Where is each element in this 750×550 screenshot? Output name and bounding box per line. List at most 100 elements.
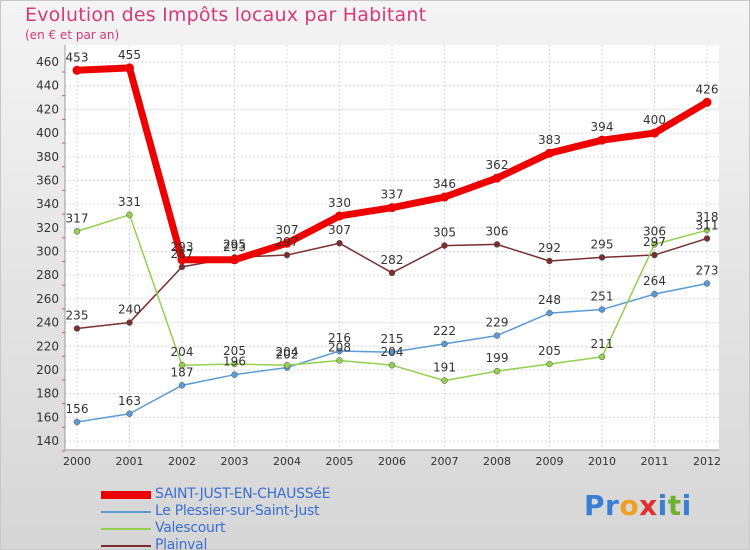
data-label: 264 <box>643 274 666 288</box>
data-point <box>178 263 186 271</box>
data-point <box>283 251 291 259</box>
y-tick-label: 140 <box>36 434 59 448</box>
data-label: 297 <box>643 235 666 249</box>
data-label: 205 <box>538 344 561 358</box>
data-point <box>598 254 606 261</box>
y-tick-label: 280 <box>36 268 59 282</box>
data-point <box>230 255 239 265</box>
logo-letter: r <box>605 489 620 522</box>
y-tick-label: 320 <box>36 221 59 235</box>
data-point <box>651 251 658 259</box>
x-tick-label: 2012 <box>693 455 721 468</box>
data-label: 204 <box>381 345 404 359</box>
y-tick-label: 240 <box>36 316 59 330</box>
data-label: 163 <box>118 394 141 408</box>
data-label: 307 <box>276 223 299 237</box>
x-tick-label: 2003 <box>221 455 249 468</box>
data-label: 229 <box>486 316 509 330</box>
data-label: 251 <box>591 290 614 304</box>
data-point <box>73 418 81 426</box>
logo-letter: o <box>619 489 640 522</box>
data-point <box>335 211 344 221</box>
data-point <box>336 357 343 364</box>
data-label: 337 <box>381 188 404 202</box>
data-point <box>493 332 501 339</box>
data-label: 216 <box>328 331 351 345</box>
chart-title: Evolution des Impôts locaux par Habitant <box>25 4 427 26</box>
data-point <box>703 226 711 234</box>
data-point <box>545 148 554 158</box>
legend-label: Le Plessier-sur-Saint-Just <box>155 503 320 519</box>
data-point <box>651 290 658 298</box>
chart-subtitle: (en € et par an) <box>25 28 120 42</box>
legend-label: Plainval <box>155 537 208 550</box>
data-point <box>336 239 343 247</box>
data-label: 282 <box>381 253 404 267</box>
y-tick-label: 300 <box>36 245 59 259</box>
data-label: 292 <box>538 241 561 255</box>
data-label: 362 <box>486 158 509 172</box>
x-tick-label: 2000 <box>63 455 91 468</box>
data-label: 330 <box>328 196 351 210</box>
data-point <box>441 340 448 348</box>
data-label: 383 <box>538 133 561 147</box>
data-label: 293 <box>171 240 194 254</box>
y-tick-label: 440 <box>36 79 59 93</box>
x-tick-label: 2007 <box>431 455 459 468</box>
logo-letter: P <box>584 489 606 522</box>
data-point <box>126 211 133 219</box>
data-point <box>126 319 133 326</box>
x-tick-label: 2010 <box>588 455 616 468</box>
data-point <box>126 410 133 418</box>
data-point <box>178 382 186 389</box>
data-point <box>546 257 553 265</box>
data-point <box>598 353 606 361</box>
data-label: 199 <box>486 351 509 365</box>
data-label: 215 <box>381 332 404 346</box>
logo-letter: i <box>657 489 668 522</box>
y-tick-label: 340 <box>36 197 59 211</box>
data-label: 453 <box>66 50 89 64</box>
proxiti-logo: Proxiti <box>584 489 692 522</box>
data-point <box>493 241 501 248</box>
legend-swatch <box>101 491 151 499</box>
data-point <box>388 269 396 277</box>
y-tick-label: 360 <box>36 173 59 187</box>
data-point <box>73 228 81 235</box>
data-label: 331 <box>118 195 141 209</box>
data-label: 394 <box>591 120 614 134</box>
data-point <box>703 280 711 287</box>
logo-letter: t <box>667 489 682 522</box>
data-point <box>441 377 448 384</box>
data-label: 297 <box>276 235 299 249</box>
data-point <box>492 173 502 183</box>
data-point <box>597 135 607 145</box>
data-label: 248 <box>538 293 561 307</box>
data-point <box>388 348 396 356</box>
data-point <box>388 361 396 369</box>
y-tick-label: 400 <box>36 126 59 140</box>
data-point <box>703 235 711 242</box>
x-tick-label: 2004 <box>273 455 301 468</box>
data-label: 306 <box>643 224 666 238</box>
x-tick-label: 2011 <box>641 455 669 468</box>
data-label: 293 <box>223 240 246 254</box>
data-point <box>72 65 82 75</box>
data-label: 204 <box>171 345 194 359</box>
x-tick-label: 2008 <box>483 455 511 468</box>
data-label: 426 <box>696 82 719 96</box>
y-tick-label: 200 <box>36 363 59 377</box>
data-label: 235 <box>66 308 89 322</box>
data-label: 346 <box>433 177 456 191</box>
x-tick-label: 2006 <box>378 455 406 468</box>
data-label: 318 <box>696 210 719 224</box>
logo-letter: i <box>681 489 692 522</box>
y-tick-label: 160 <box>36 410 59 424</box>
data-label: 191 <box>433 361 456 375</box>
data-label: 273 <box>696 263 719 277</box>
data-label: 211 <box>591 337 614 351</box>
y-tick-label: 380 <box>36 150 59 164</box>
data-label: 311 <box>696 218 719 232</box>
data-label: 306 <box>486 224 509 238</box>
y-tick-label: 180 <box>36 387 59 401</box>
